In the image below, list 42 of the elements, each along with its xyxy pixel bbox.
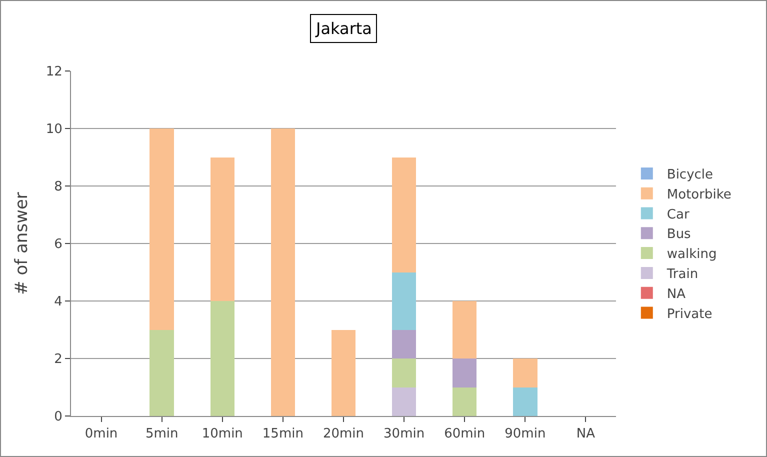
bar	[513, 387, 538, 416]
chart-title: Jakarta	[315, 19, 372, 38]
legend-label: Motorbike	[666, 187, 732, 202]
x-tick-label: 90min	[504, 426, 546, 442]
bar	[392, 330, 416, 358]
bar	[210, 157, 234, 301]
bar	[452, 387, 477, 416]
bar	[452, 301, 477, 358]
legend-label: walking	[666, 247, 717, 262]
legend-label: Private	[666, 306, 712, 322]
x-tick-label: 5min	[145, 426, 178, 442]
x-tick-label: NA	[576, 426, 596, 442]
x-tick-label: 30min	[384, 426, 425, 442]
bar	[392, 358, 416, 388]
x-tick-label: 15min	[262, 426, 304, 442]
y-tick-label: 10	[46, 122, 62, 138]
bar	[150, 128, 174, 330]
x-tick-label: 60min	[444, 426, 486, 442]
bar	[392, 387, 416, 416]
legend-label: Train	[666, 267, 698, 282]
bar	[270, 128, 296, 416]
y-axis-title: # of answer	[12, 192, 32, 295]
bar	[392, 157, 416, 272]
legend-label: Bicycle	[666, 168, 714, 183]
y-tick-label: 2	[54, 352, 62, 368]
x-tick-label: 0min	[84, 426, 118, 442]
bar	[331, 330, 356, 416]
bar	[150, 330, 174, 416]
y-tick-label: 8	[54, 180, 62, 195]
y-tick-label: 4	[54, 294, 62, 310]
legend-label: NA	[666, 286, 686, 302]
legend-label: Car	[666, 207, 690, 222]
bar	[210, 301, 234, 416]
bar	[392, 272, 416, 330]
x-tick-label: 20min	[322, 426, 364, 442]
y-tick-label: 12	[46, 64, 62, 80]
bar	[513, 358, 538, 388]
y-tick-label: 6	[54, 237, 62, 252]
legend-label: Bus	[666, 227, 692, 242]
y-tick-label: 0	[54, 410, 62, 425]
x-tick-label: 10min	[202, 426, 243, 442]
bar	[452, 358, 477, 388]
